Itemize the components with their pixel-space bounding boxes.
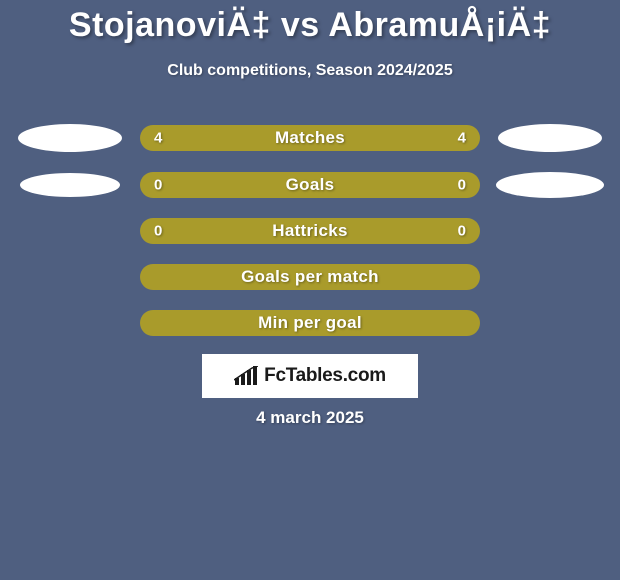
comparison-card: StojanoviÄ‡ vs AbramuÅ¡iÄ‡ Club competit… (0, 0, 620, 580)
left-ellipse (20, 173, 120, 197)
stat-label: Matches (275, 128, 345, 148)
stat-label: Goals (286, 175, 335, 195)
attribution-badge: FcTables.com (202, 354, 418, 398)
stat-bar: 4 Matches 4 (140, 125, 480, 151)
stat-row: 4 Matches 4 (0, 124, 620, 152)
stat-row: Goals per match (0, 264, 620, 290)
right-ellipse (496, 172, 604, 198)
stat-bar: 0 Goals 0 (140, 172, 480, 198)
right-ellipse (498, 124, 602, 152)
left-ellipse-slot (0, 173, 140, 197)
bar-chart-icon (234, 366, 258, 386)
stat-left-value: 0 (154, 223, 162, 240)
stat-right-value: 4 (458, 130, 466, 147)
attribution-inner: FcTables.com (234, 365, 386, 387)
stat-row: 0 Goals 0 (0, 172, 620, 198)
stat-left-value: 0 (154, 177, 162, 194)
stat-right-value: 0 (458, 177, 466, 194)
snapshot-date: 4 march 2025 (0, 408, 620, 428)
page-title: StojanoviÄ‡ vs AbramuÅ¡iÄ‡ (0, 6, 620, 45)
stat-bar: Goals per match (140, 264, 480, 290)
stat-row: 0 Hattricks 0 (0, 218, 620, 244)
stat-row: Min per goal (0, 310, 620, 336)
page-subtitle: Club competitions, Season 2024/2025 (0, 62, 620, 80)
stat-right-value: 0 (458, 223, 466, 240)
stat-label: Min per goal (258, 313, 362, 333)
right-ellipse-slot (480, 172, 620, 198)
stat-label: Goals per match (241, 267, 379, 287)
left-ellipse-slot (0, 124, 140, 152)
left-ellipse (18, 124, 122, 152)
right-ellipse-slot (480, 124, 620, 152)
stat-left-value: 4 (154, 130, 162, 147)
stat-bar: Min per goal (140, 310, 480, 336)
stat-bars: 4 Matches 4 0 Goals 0 0 Hattricks 0 Goals per mat… (0, 124, 620, 336)
stat-bar: 0 Hattricks 0 (140, 218, 480, 244)
attribution-text: FcTables.com (264, 365, 386, 387)
stat-label: Hattricks (272, 221, 347, 241)
